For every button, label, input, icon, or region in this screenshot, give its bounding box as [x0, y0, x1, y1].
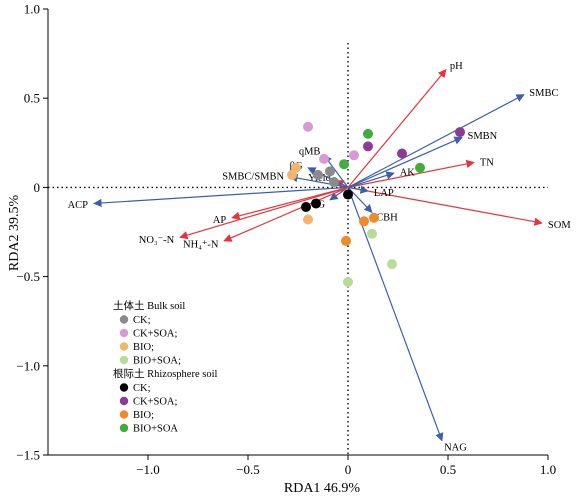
data-point: [311, 198, 321, 209]
data-point: [369, 212, 379, 223]
data-point: [341, 235, 351, 246]
arrow-label: TN: [480, 157, 494, 168]
points-layer: [287, 121, 465, 287]
y-tick-label: −1.5: [16, 448, 40, 463]
data-point: [359, 216, 369, 227]
arrow-ap: [231, 186, 349, 220]
legend-swatch: [119, 396, 129, 406]
arrow-label: NH₄⁺-N: [183, 239, 219, 250]
arrow-label: AP: [213, 215, 227, 226]
arrow-ph: [347, 69, 447, 188]
y-tick-label: 0.5: [24, 91, 40, 106]
data-point: [287, 169, 297, 180]
data-point: [415, 162, 425, 173]
arrow-lap: [347, 185, 369, 194]
data-point: [455, 127, 465, 138]
arrow-label: SMBN: [467, 131, 497, 142]
arrow-tn: [347, 159, 475, 188]
legend-item-label: CK;: [133, 315, 151, 326]
legend-swatch: [119, 355, 129, 365]
arrow--g: [329, 186, 349, 201]
data-point: [367, 228, 377, 239]
data-point: [319, 153, 329, 164]
arrows-layer: pHSMBCSMBNTNAKSOMNAGCBHLAPαGYieldqMBβGSM…: [68, 61, 572, 453]
axis-ticks: −1.0 −0.5 0 0.5 1.0 −1.5 −1.0 −0.5 0 0.5 1.0: [16, 2, 556, 478]
arrow-nag: [347, 187, 444, 442]
data-point: [303, 121, 313, 132]
legend-swatch: [119, 328, 129, 338]
arrow-smbc: [347, 94, 525, 188]
legend-swatch: [119, 410, 129, 419]
arrow-smbc-smbn: [289, 173, 349, 188]
x-axis-title: RDA1 46.9%: [284, 481, 361, 496]
legend-swatch: [119, 423, 129, 433]
plot-area: [47, 9, 548, 456]
legend-swatch: [119, 315, 129, 324]
data-point: [387, 259, 397, 270]
data-point: [313, 169, 323, 180]
data-point: [363, 141, 373, 152]
legend-item-label: BIO;: [133, 342, 154, 353]
data-point: [343, 276, 353, 287]
data-point: [397, 148, 407, 159]
y-tick-label: −1.0: [16, 358, 40, 373]
arrow-label: SMBC: [529, 88, 558, 99]
arrow-label: qMB: [299, 146, 321, 157]
x-tick-label: −1.0: [136, 462, 160, 477]
arrow-label: pH: [450, 61, 463, 72]
legend-item-label: CK;: [133, 383, 151, 394]
x-tick-label: 0.5: [440, 462, 456, 477]
arrow-label: NO₃⁻-N: [139, 235, 175, 246]
arrow-smbn: [347, 136, 463, 188]
legend-item-label: BIO+SOA;: [133, 356, 181, 367]
data-point: [303, 214, 313, 225]
data-point: [325, 166, 335, 177]
legend-item-label: CK+SOA;: [133, 329, 178, 340]
legend: 土体土 Bulk soil CK; CK+SOA; BIO; BIO+SOA;根际土 R…: [113, 299, 217, 435]
legend-swatch: [119, 383, 129, 392]
legend-group-title: 根际土 Rhizosphere soil: [113, 367, 217, 380]
x-tick-label: −0.5: [236, 462, 260, 477]
data-point: [349, 150, 359, 161]
data-point: [301, 202, 311, 213]
arrow-label: CBH: [376, 213, 398, 224]
legend-group-title: 土体土 Bulk soil: [113, 299, 185, 312]
legend-item-label: BIO+SOA: [133, 424, 178, 435]
data-point: [363, 128, 373, 139]
arrow-som: [347, 186, 543, 226]
arrow-nh-n: [223, 186, 349, 242]
arrow-label: ACP: [68, 200, 89, 211]
y-tick-label: −0.5: [16, 269, 40, 284]
y-axis-title: RDA2 39.5%: [7, 195, 22, 272]
legend-item-label: CK+SOA;: [133, 397, 178, 408]
x-tick-label: 0: [345, 462, 352, 477]
arrow--g: [307, 167, 349, 188]
arrow-acp: [93, 186, 349, 208]
arrow-no-n: [179, 186, 349, 240]
y-tick-label: 1.0: [24, 2, 40, 17]
data-point: [343, 189, 353, 200]
arrow-label: SMBC/SMBN: [222, 172, 284, 183]
y-tick-label: 0: [34, 180, 41, 195]
x-tick-label: 1.0: [540, 462, 556, 477]
reference-lines: [48, 43, 548, 455]
arrow-label: SOM: [548, 220, 571, 231]
arrow-label: AK: [400, 167, 416, 178]
data-point: [339, 159, 349, 170]
arrow-label: NAG: [444, 442, 467, 453]
legend-swatch: [119, 342, 129, 351]
arrow-label: LAP: [374, 188, 394, 199]
arrow-ak: [347, 171, 395, 188]
data-point: [329, 177, 339, 188]
legend-item-label: BIO;: [133, 410, 154, 421]
